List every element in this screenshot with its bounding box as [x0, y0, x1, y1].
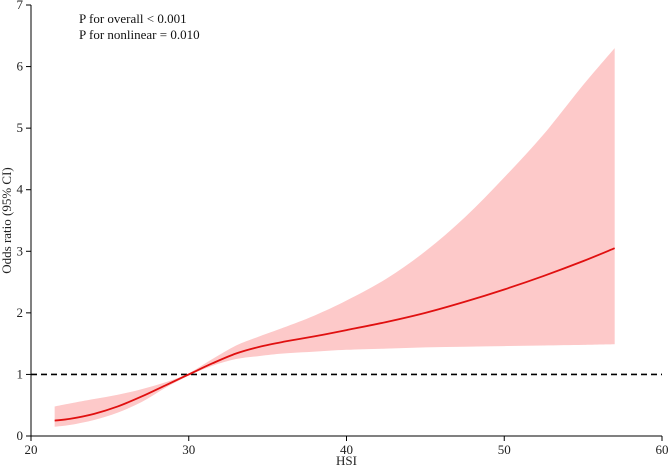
ticks: 20 30 40 50 60 0 1 2 3 4 5 6 7	[17, 0, 669, 457]
y-tick-label: 7	[17, 0, 24, 12]
x-tick-label: 30	[182, 442, 195, 457]
y-axis-label: Odds ratio (95% CI)	[0, 167, 14, 274]
y-tick-label: 5	[17, 120, 24, 135]
p-nonlinear-annotation: P for nonlinear = 0.010	[79, 27, 200, 42]
estimate-line	[54, 247, 616, 422]
x-tick-label: 60	[656, 442, 669, 457]
y-tick-label: 0	[17, 428, 24, 443]
x-tick-label: 20	[25, 442, 38, 457]
estimate-line-layer	[31, 247, 662, 422]
y-tick-label: 2	[17, 305, 24, 320]
x-tick-label: 50	[498, 442, 511, 457]
y-tick-label: 3	[17, 243, 24, 258]
y-tick-label: 1	[17, 366, 24, 381]
x-axis-label: HSI	[336, 453, 357, 468]
confidence-band-layer	[54, 48, 615, 427]
confidence-band	[54, 48, 615, 427]
y-tick-label: 6	[17, 59, 24, 74]
x-tick-label: 40	[340, 442, 353, 457]
y-tick-label: 4	[17, 182, 24, 197]
p-overall-annotation: P for overall < 0.001	[79, 11, 187, 26]
